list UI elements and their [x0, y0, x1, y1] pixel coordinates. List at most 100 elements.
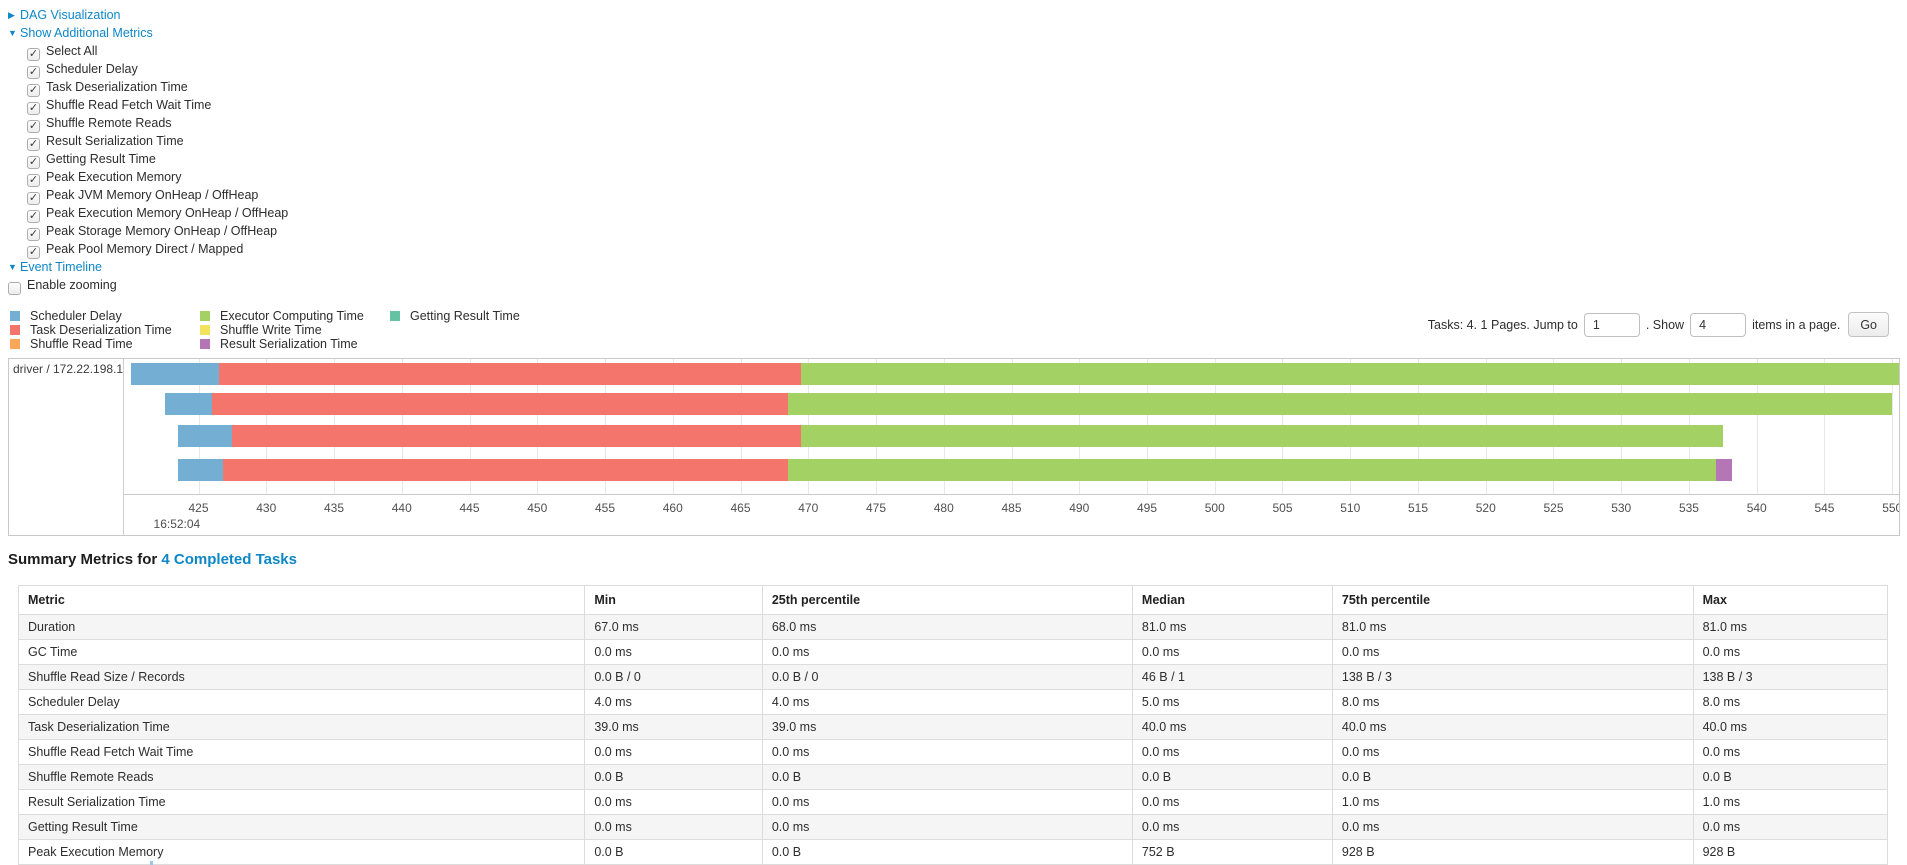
task-segment-scheduler-delay [164, 393, 213, 415]
axis-tick-label: 480 [933, 501, 954, 515]
axis-tick-label: 520 [1475, 501, 1496, 515]
completed-tasks-link[interactable]: 4 Completed Tasks [161, 551, 297, 568]
metric-checkbox-row: ✓ Getting Result Time [8, 150, 1907, 169]
metric-value-cell: 40.0 ms [1131, 714, 1333, 740]
summary-title-prefix: Summary Metrics for [8, 551, 162, 568]
metric-value-cell: 39.0 ms [584, 714, 763, 740]
metric-checkbox-row: ✓ Shuffle Read Fetch Wait Time [8, 96, 1907, 115]
metric-value-cell: 81.0 ms [1331, 614, 1694, 640]
axis-tick-label: 460 [662, 501, 683, 515]
metric-value-cell: 8.0 ms [1331, 689, 1694, 715]
metric-name-cell: Shuffle Read Size / Records [17, 664, 586, 690]
metric-checkbox[interactable]: ✓ [27, 246, 40, 259]
axis-tick-label: 475 [865, 501, 887, 515]
legend-label: Executor Computing Time [220, 309, 364, 323]
table-row: Shuffle Remote Reads 0.0 B 0.0 B 0.0 B 0.0 B… [17, 764, 1889, 790]
gridline [1756, 359, 1758, 494]
metric-value-cell: 0.0 ms [1692, 739, 1889, 765]
column-header-min: Min [584, 585, 763, 615]
metric-value-cell: 138 B / 3 [1331, 664, 1694, 690]
task-timeline-bar[interactable] [130, 363, 1899, 385]
metric-value-cell: 0.0 ms [584, 789, 763, 815]
metric-value-cell: 0.0 B [1692, 764, 1889, 790]
metric-value-cell: 0.0 B [761, 839, 1133, 865]
metric-checkbox[interactable]: ✓ [27, 66, 40, 79]
enable-zooming-checkbox[interactable]: ✓ [8, 282, 21, 295]
metric-checkbox[interactable]: ✓ [27, 48, 40, 61]
metric-value-cell: 0.0 B [584, 839, 763, 865]
metric-checkbox-label: Scheduler Delay [46, 62, 138, 76]
metric-checkbox[interactable]: ✓ [27, 174, 40, 187]
summary-metrics-table: Metric Min 25th percentile Median 75th perce… [17, 585, 1889, 865]
metric-checkbox[interactable]: ✓ [27, 138, 40, 151]
items-per-page-input[interactable] [1690, 312, 1747, 337]
metric-value-cell: 928 B [1692, 839, 1889, 865]
axis-tick-label: 550 [1882, 501, 1899, 515]
metric-value-cell: 0.0 ms [761, 639, 1133, 665]
task-timeline-bar[interactable] [164, 393, 1893, 415]
legend-label: Getting Result Time [410, 309, 520, 323]
axis-tick-label: 440 [391, 501, 412, 515]
metric-value-cell: 5.0 ms [1131, 689, 1333, 715]
metric-value-cell: 1.0 ms [1331, 789, 1694, 815]
metric-checkbox[interactable]: ✓ [27, 192, 40, 205]
metric-checkbox[interactable]: ✓ [27, 102, 40, 115]
go-button[interactable]: Go [1848, 312, 1889, 337]
metric-value-cell: 4.0 ms [584, 689, 763, 715]
metric-checkbox-row: ✓ Scheduler Delay [8, 60, 1907, 79]
task-timeline-bar[interactable] [178, 459, 1733, 481]
metric-value-cell: 0.0 ms [1131, 639, 1333, 665]
metric-checkbox[interactable]: ✓ [27, 84, 40, 97]
legend-item: Task Deserialization Time [10, 323, 178, 337]
metric-name-cell: GC Time [17, 639, 586, 665]
metric-value-cell: 0.0 ms [761, 814, 1133, 840]
task-segment-executor-computing [801, 363, 1899, 385]
dag-visualization-link[interactable]: DAG Visualization [20, 8, 121, 22]
executor-row-label: driver / 172.22.198.104 [9, 359, 124, 495]
enable-zooming-row: ✓ Enable zooming [8, 276, 1907, 295]
task-segment-task-deserialization [218, 363, 802, 385]
table-row: Shuffle Read Size / Records 0.0 B / 0 0.0 … [17, 664, 1889, 690]
metric-value-cell: 0.0 ms [1692, 639, 1889, 665]
metric-value-cell: 0.0 ms [584, 739, 763, 765]
axis-time-label: 16:52:04 [153, 517, 201, 531]
metric-value-cell: 1.0 ms [1692, 789, 1889, 815]
task-segment-result-serialization [1716, 459, 1733, 481]
legend-item: Scheduler Delay [10, 309, 178, 323]
metric-name-cell: Duration [17, 614, 586, 640]
metric-checkbox-label: Shuffle Read Fetch Wait Time [46, 98, 212, 112]
metric-value-cell: 0.0 B [1331, 764, 1694, 790]
metric-checkbox-row: ✓ Result Serialization Time [8, 132, 1907, 151]
metric-checkbox[interactable]: ✓ [27, 210, 40, 223]
metric-checkbox[interactable]: ✓ [27, 228, 40, 241]
metric-checkbox[interactable]: ✓ [27, 156, 40, 169]
metric-checkbox-label: Peak Execution Memory [46, 170, 182, 184]
task-timeline-bar[interactable] [178, 425, 1723, 447]
event-timeline-link[interactable]: Event Timeline [20, 260, 102, 274]
legend-column: Scheduler Delay Task Deserialization Time… [10, 309, 178, 352]
metric-value-cell: 0.0 ms [1331, 814, 1694, 840]
metric-value-cell: 68.0 ms [761, 614, 1133, 640]
metric-value-cell: 0.0 B [584, 764, 763, 790]
event-timeline-toggle[interactable]: ▼ Event Timeline [8, 258, 1907, 276]
metric-checkbox-row: ✓ Peak Pool Memory Direct / Mapped [8, 240, 1907, 259]
pagination-text-mid: . Show [1645, 317, 1685, 332]
metric-value-cell: 0.0 ms [761, 739, 1133, 765]
cutoff-content-artifact [150, 861, 153, 865]
legend-column: Executor Computing Time Shuffle Write Tim… [200, 309, 368, 352]
metric-value-cell: 40.0 ms [1331, 714, 1694, 740]
show-additional-metrics-link[interactable]: Show Additional Metrics [20, 26, 153, 40]
task-segment-executor-computing [787, 459, 1717, 481]
dag-visualization-toggle[interactable]: ▶ DAG Visualization [8, 6, 1907, 24]
metric-value-cell: 928 B [1331, 839, 1694, 865]
summary-metrics-title: Summary Metrics for 4 Completed Tasks [8, 551, 1907, 568]
task-segment-scheduler-delay [178, 425, 233, 447]
metric-value-cell: 0.0 ms [1131, 739, 1333, 765]
jump-to-page-input[interactable] [1583, 312, 1640, 337]
axis-tick-label: 540 [1746, 501, 1767, 515]
metric-checkbox[interactable]: ✓ [27, 120, 40, 133]
show-additional-metrics-toggle[interactable]: ▼ Show Additional Metrics [8, 24, 1907, 42]
axis-tick-label: 425 [188, 501, 209, 515]
gridline [1824, 359, 1826, 494]
